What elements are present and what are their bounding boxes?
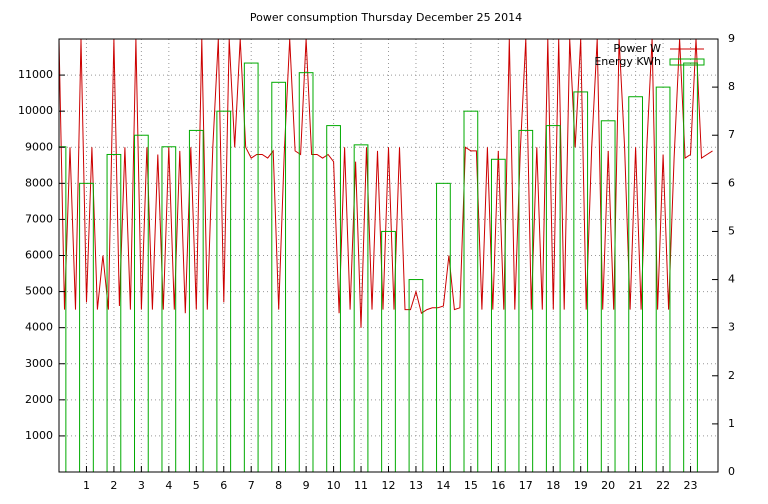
y2-tick-label: 1: [728, 417, 735, 430]
x-tick-label: 14: [436, 479, 450, 492]
y-tick-label: 8000: [25, 176, 53, 189]
energy-box: [134, 134, 149, 472]
y2-tick-label: 0: [728, 465, 735, 478]
x-tick-label: 11: [354, 479, 368, 492]
energy-box: [381, 230, 396, 472]
energy-box: [243, 62, 259, 472]
energy-box: [600, 120, 616, 472]
x-tick-label: 21: [629, 479, 643, 492]
x-tick-label: 9: [303, 479, 310, 492]
x-tick-label: 10: [327, 479, 341, 492]
y-tick-label: 7000: [25, 212, 53, 225]
x-tick-label: 2: [110, 479, 117, 492]
y2-tick-label: 9: [728, 32, 735, 45]
power-line: [59, 39, 713, 328]
energy-box: [161, 146, 177, 472]
chart-title: Power consumption Thursday December 25 2…: [250, 11, 522, 24]
axes: 1000 2000 3000 4000 5000 6000 7000 8000 9000 1000…: [18, 32, 735, 492]
x-tick-label: 3: [138, 479, 145, 492]
y-tick-label: 6000: [25, 249, 53, 262]
y-tick-label: 10000: [18, 104, 53, 117]
x-tick-label: 15: [464, 479, 478, 492]
x-tick-label: 16: [491, 479, 505, 492]
y2-tick-label: 6: [728, 176, 735, 189]
x-tick-label: 23: [684, 479, 698, 492]
x-tick-label: 1: [83, 479, 90, 492]
y2-tick-label: 3: [728, 321, 735, 334]
x-tick-label: 7: [248, 479, 255, 492]
legend-label: Power W: [613, 42, 661, 55]
y2-tick-label: 4: [728, 273, 735, 286]
energy-box: [683, 62, 698, 472]
x-tick-label: 8: [275, 479, 282, 492]
y2-tick-label: 5: [728, 224, 735, 237]
energy-box: [298, 72, 314, 472]
energy-box: [463, 110, 479, 472]
energy-box: [573, 91, 589, 472]
energy-box: [518, 129, 534, 472]
y-tick-label: 2000: [25, 393, 53, 406]
energy-box: [216, 110, 232, 472]
x-tick-label: 13: [409, 479, 423, 492]
y-tick-label: 5000: [25, 285, 53, 298]
x-tick-label: 22: [656, 479, 670, 492]
energy-box: [490, 158, 506, 472]
y-tick-label: 11000: [18, 68, 53, 81]
x-tick-label: 20: [601, 479, 615, 492]
y2-tick-label: 2: [728, 369, 735, 382]
x-tick-label: 19: [574, 479, 588, 492]
y2-tick-label: 8: [728, 80, 735, 93]
x-tick-label: 12: [382, 479, 396, 492]
y2-tick-label: 7: [728, 128, 735, 141]
grid: [59, 39, 718, 472]
x-tick-label: 4: [165, 479, 172, 492]
legend-swatch: [669, 58, 705, 66]
y-tick-label: 9000: [25, 140, 53, 153]
x-tick-label: 6: [220, 479, 227, 492]
y-tick-label: 3000: [25, 357, 53, 370]
x-tick-label: 5: [193, 479, 200, 492]
y-tick-label: 4000: [25, 321, 53, 334]
x-tick-label: 17: [519, 479, 533, 492]
y-tick-label: 1000: [25, 429, 53, 442]
energy-box: [271, 81, 287, 472]
x-tick-label: 18: [546, 479, 560, 492]
legend-label: Energy KWh: [594, 55, 661, 68]
energy-box: [188, 129, 204, 472]
energy-box: [655, 86, 671, 472]
energy-box: [353, 144, 369, 472]
